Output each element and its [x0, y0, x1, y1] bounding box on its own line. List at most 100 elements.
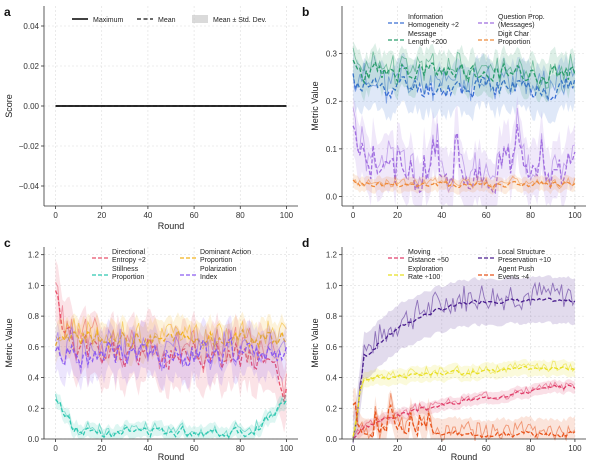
x-tick-label: 40: [437, 211, 446, 220]
x-tick-label: 80: [526, 444, 535, 453]
legend-digit-char-label: Digit Char Proportion: [498, 31, 530, 46]
legend-stillness-label: Stillness Proportion: [112, 266, 144, 281]
band-moving-distance-50: [353, 379, 575, 439]
legend-stddev-swatch: [192, 15, 208, 23]
x-tick-label: 100: [280, 211, 294, 220]
y-tick-label: 0.2: [28, 404, 40, 413]
x-tick-label: 0: [53, 211, 58, 220]
y-tick-label: 1.0: [28, 281, 40, 290]
mean-digit-char-proportion: [352, 179, 576, 189]
max-exploration-rate-100: [352, 360, 576, 439]
x-tick-label: 100: [568, 211, 582, 220]
x-tick-label: 20: [97, 211, 106, 220]
band-local-structure-preservation-10: [353, 275, 575, 439]
panel-a-ylabel: Score: [4, 94, 14, 118]
mean-stillness-proportion: [55, 399, 288, 439]
panel-c-xlabel: Round: [158, 452, 185, 462]
panel-c-letter: c: [4, 236, 11, 250]
y-tick-label: 0.00: [23, 102, 39, 111]
x-tick-label: 0: [53, 444, 58, 453]
legend-local-structure-label: Local Structure Preservation ÷10: [498, 249, 551, 264]
panel-d-xlabel: Round: [451, 452, 478, 462]
y-tick-label: 0.2: [326, 404, 338, 413]
legend-directional-entropy-label: Directional Entropy ÷2: [112, 249, 146, 264]
legend-dominant-action-label: Dominant Action Proportion: [200, 249, 251, 264]
y-tick-label: 0.4: [28, 374, 40, 383]
band-exploration-rate-100: [353, 358, 575, 439]
x-tick-label: 20: [393, 211, 402, 220]
y-tick-label: 0.3: [326, 50, 338, 59]
legend-stddev-label: Mean ± Std. Dev.: [213, 17, 267, 24]
legend-exploration-rate-label: Exploration Rate ÷100: [408, 266, 443, 281]
y-tick-label: 0.04: [23, 22, 39, 31]
mean-polarization-index: [54, 336, 288, 369]
x-tick-label: 20: [97, 444, 106, 453]
x-tick-label: 100: [568, 444, 582, 453]
max-information-homogeneity-2: [352, 62, 576, 104]
panel-d: d 0 20 40 60 80 100 0.0 0.2 0.4 0.6 0.8 1.0 1.2 Roun…: [302, 236, 586, 462]
max-polarization-index: [55, 326, 287, 374]
y-tick-label: 0.0: [326, 435, 338, 444]
band-polarization-index: [55, 315, 287, 391]
panel-b-ylabel: Metric Value: [310, 81, 320, 130]
x-tick-label: 40: [437, 444, 446, 453]
x-tick-label: 80: [236, 444, 245, 453]
x-tick-label: 40: [143, 211, 152, 220]
x-tick-label: 60: [482, 211, 491, 220]
mean-agent-push-events-4: [352, 401, 576, 439]
legend-mean-label: Mean: [158, 17, 176, 24]
y-tick-label: 0.4: [326, 374, 338, 383]
max-digit-char-proportion: [352, 175, 576, 192]
x-tick-label: 100: [280, 444, 294, 453]
legend-message-length-label: Message Length ÷200: [408, 31, 447, 46]
legend-polarization-label: Polarization Index: [200, 266, 237, 281]
y-tick-label: 0.0: [28, 435, 40, 444]
band-directional-entropy-2: [55, 259, 287, 433]
y-tick-label: 0.6: [28, 343, 40, 352]
y-tick-label: −0.02: [19, 142, 40, 151]
x-tick-label: 60: [482, 444, 491, 453]
max-message-length-200: [352, 47, 576, 90]
max-directional-entropy-2: [55, 282, 287, 398]
x-tick-label: 20: [393, 444, 402, 453]
y-tick-label: 1.2: [28, 251, 40, 260]
band-agent-push-events-4: [353, 387, 575, 439]
mean-dominant-action-proportion: [54, 328, 287, 350]
y-tick-label: 0.6: [326, 343, 338, 352]
x-tick-label: 40: [143, 444, 152, 453]
x-tick-label: 60: [190, 211, 199, 220]
mean-local-structure-preservation-10: [352, 297, 576, 439]
y-tick-label: −0.04: [19, 182, 40, 191]
y-tick-label: 0.02: [23, 62, 39, 71]
max-question-prop-messages: [352, 107, 576, 193]
y-tick-label: 0.2: [326, 97, 338, 106]
y-tick-label: 1.0: [326, 281, 338, 290]
mean-message-length-200: [352, 59, 576, 85]
mean-directional-entropy-2: [54, 290, 288, 403]
max-dominant-action-proportion: [55, 318, 287, 350]
max-local-structure-preservation-10: [352, 281, 576, 444]
legend-info-homogeneity-label: Information Homogeneity ÷2: [408, 14, 459, 29]
y-tick-label: 1.2: [326, 251, 338, 260]
y-tick-label: 0.0: [326, 192, 338, 201]
legend-question-prop-label: Question Prop. (Messages): [498, 14, 545, 29]
legend-agent-push-label: Agent Push Events ÷4: [498, 266, 534, 281]
panel-a: a 0 20 40 60 80 100 −0.04 −0.02 0.00 0.02 0.04 Rou…: [4, 5, 298, 231]
panel-d-ylabel: Metric Value: [310, 318, 320, 367]
panel-b-letter: b: [302, 5, 309, 19]
legend-maximum-label: Maximum: [93, 17, 124, 24]
panel-c: c 0 20 40 60 80 100 0.0 0.2 0.4 0.6 0.8 1.0 1.2 Roun…: [4, 236, 298, 462]
mean-exploration-rate-100: [352, 365, 576, 437]
band-dominant-action-proportion: [55, 311, 287, 367]
y-tick-label: 0.8: [326, 312, 338, 321]
legend-moving-distance-label: Moving Distance ÷50: [408, 249, 449, 264]
panel-a-xlabel: Round: [158, 221, 185, 231]
x-tick-label: 80: [526, 211, 535, 220]
mean-moving-distance-50: [352, 384, 575, 439]
y-tick-label: 0.1: [326, 145, 338, 154]
x-tick-label: 0: [351, 211, 356, 220]
max-agent-push-events-4: [352, 393, 576, 442]
x-tick-label: 60: [190, 444, 199, 453]
